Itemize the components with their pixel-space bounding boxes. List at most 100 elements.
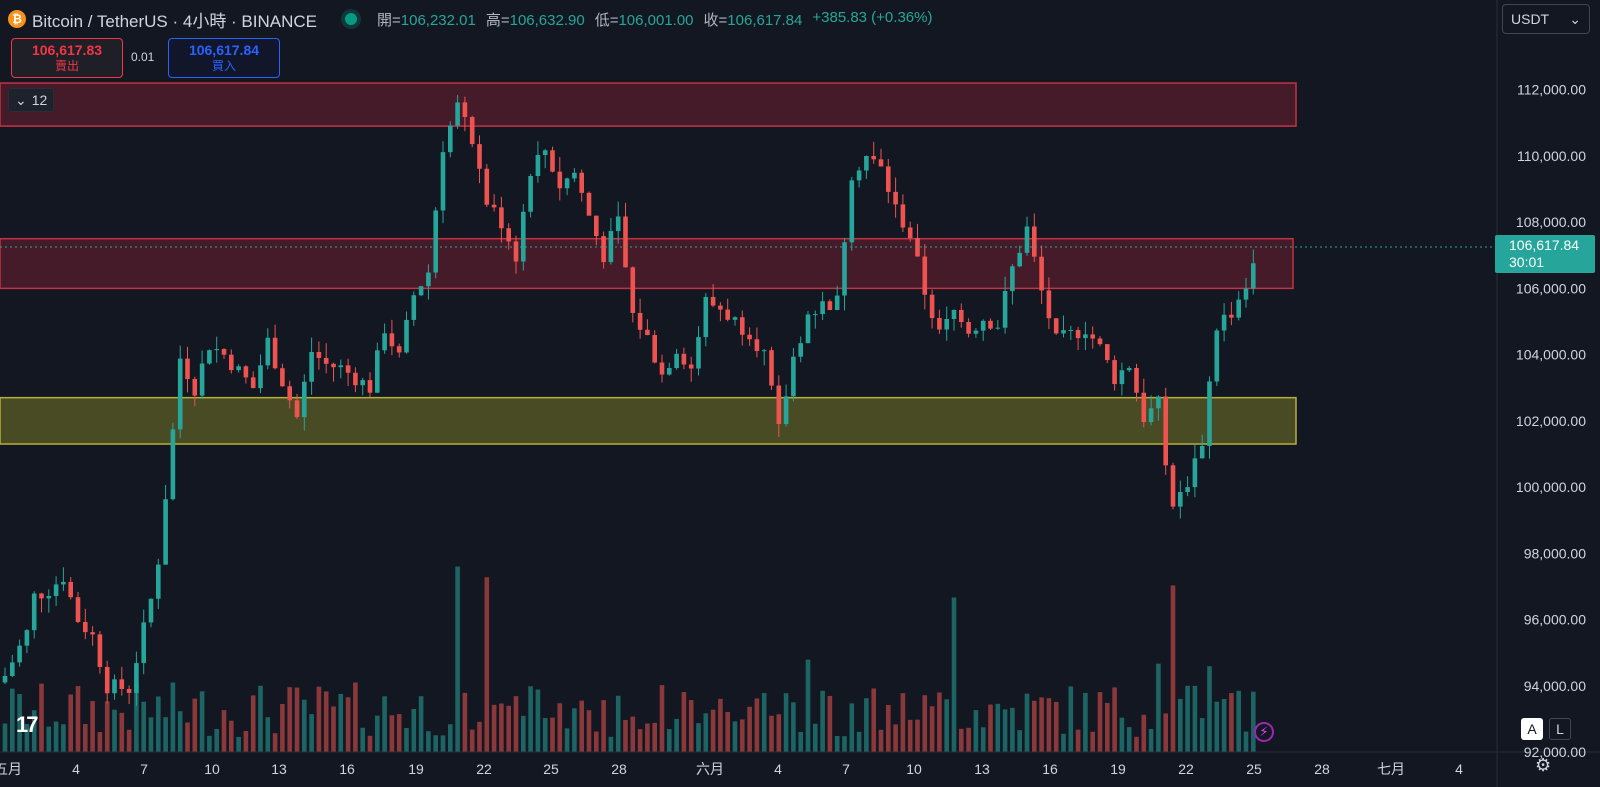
volume-bar [250, 695, 256, 752]
volume-bar [236, 736, 241, 752]
volume-bar [557, 703, 563, 752]
volume-bar [185, 722, 190, 752]
price-axis[interactable]: 112,000.00 110,000.00 108,000.00 106,000.00… [1516, 82, 1586, 760]
candle-body [53, 584, 59, 597]
volume-bar [564, 728, 570, 752]
candle-body [411, 295, 417, 320]
indicator-count: 12 [31, 92, 48, 108]
chevron-down-icon: ⌄ [1569, 10, 1581, 27]
candle-body [769, 350, 774, 386]
volume-bar [294, 687, 300, 752]
time-tick-label: 13 [271, 761, 287, 777]
volume-bar [1221, 698, 1227, 752]
volume-bar [1083, 692, 1088, 752]
tradingview-logo[interactable]: 17 [16, 712, 39, 737]
candle-body [542, 150, 548, 156]
close-value: 106,617.84 [727, 11, 803, 29]
candle-body [214, 349, 219, 351]
volume-bar [39, 683, 44, 752]
candle-body [243, 366, 249, 378]
volume-bar [1178, 698, 1183, 752]
volume-bar [1163, 713, 1168, 752]
sell-price: 106,617.83 [31, 42, 103, 58]
candle-body [915, 238, 920, 257]
lightning-icon[interactable]: ⚡ [1254, 722, 1274, 742]
buy-button[interactable]: 106,617.84 買入 [168, 38, 280, 78]
candle-body [1024, 226, 1030, 253]
candle-body [1236, 299, 1241, 318]
volume-bar [53, 721, 59, 752]
volume-bar [944, 699, 949, 752]
candle-body [842, 242, 847, 296]
volume-bar [382, 696, 387, 752]
candle-body [1061, 330, 1066, 334]
volume-bar [630, 716, 636, 752]
volume-bar [718, 698, 723, 752]
volume-bar [31, 710, 37, 752]
volume-bar [1207, 666, 1212, 752]
candle-body [922, 256, 928, 295]
auto-scale-button[interactable]: A [1521, 718, 1543, 740]
volume-bar [776, 714, 782, 752]
symbol-title[interactable]: Bitcoin / TetherUS · 4小時 · BINANCE [32, 11, 317, 31]
volume-bar [477, 721, 482, 752]
candle-body [61, 581, 66, 585]
candle-body [856, 170, 862, 181]
market-open-icon [345, 13, 357, 25]
candle-body [951, 309, 957, 320]
candle-body [491, 204, 497, 208]
volume-bar [1119, 717, 1125, 752]
candle-body [586, 192, 592, 216]
log-scale-button[interactable]: L [1549, 718, 1571, 740]
candle-body [732, 317, 738, 320]
volume-bar [1251, 691, 1256, 752]
candle-body [433, 210, 438, 273]
candle-body [353, 372, 358, 386]
candle-body [696, 337, 701, 369]
candle-body [1134, 367, 1139, 393]
candle-body [2, 675, 8, 683]
volume-bar [258, 685, 263, 752]
candle-body [1207, 381, 1212, 446]
candle-body [703, 296, 709, 338]
candle-body [878, 159, 884, 167]
price-tick-label: 100,000.00 [1516, 479, 1586, 495]
indicator-toggle-button[interactable]: ⌄ 12 [8, 88, 55, 112]
candle-body [659, 362, 665, 375]
candle-body [681, 353, 687, 365]
volume-bar [966, 727, 971, 752]
volume-bar [645, 723, 650, 752]
time-axis[interactable]: 五月 4 7 10 13 16 19 22 25 28 六月 4 7 10 13 16 19 22 25 28 七月 4 [0, 761, 1463, 777]
volume-bar [1053, 701, 1059, 752]
candle-body [805, 314, 811, 344]
candle-body [747, 334, 752, 340]
volume-bar [90, 701, 95, 752]
last-price-value: 106,617.84 [1509, 237, 1580, 253]
candle-body [280, 368, 285, 387]
candle-body [761, 350, 767, 352]
gear-icon[interactable]: ⚙ [1535, 755, 1552, 775]
volume-bar [1199, 718, 1205, 752]
candle-body [637, 312, 643, 330]
resistance-zone[interactable] [0, 82, 1297, 127]
candle-body [294, 400, 300, 418]
candle-body [886, 166, 891, 192]
volume-bars [2, 566, 1256, 752]
candle-body [579, 172, 584, 193]
volume-bar [360, 727, 365, 752]
volume-bar [375, 715, 380, 752]
sell-button[interactable]: 106,617.83 賣出 [11, 38, 123, 78]
volume-bar [229, 720, 234, 752]
volume-bar [528, 686, 533, 752]
candle-body [272, 337, 278, 369]
currency-select[interactable]: USDT ⌄ [1502, 4, 1590, 34]
time-tick-label: 28 [1314, 761, 1330, 777]
volume-bar [396, 714, 402, 752]
volume-bar [353, 682, 358, 752]
volume-bar [1046, 698, 1052, 752]
support-zone[interactable] [0, 396, 1297, 445]
resistance-zone[interactable] [0, 237, 1294, 290]
candle-body [601, 236, 606, 263]
candle-body [46, 596, 52, 599]
